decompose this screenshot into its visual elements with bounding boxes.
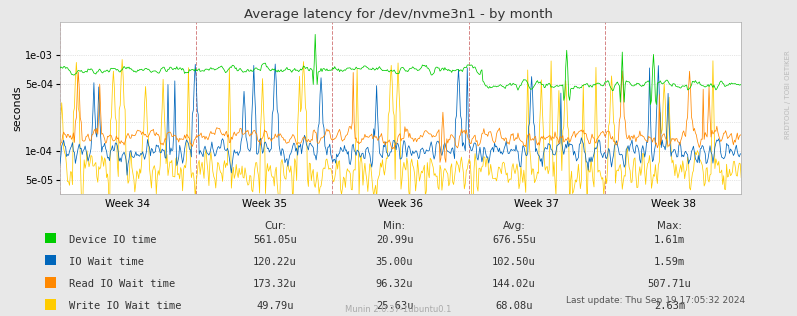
Text: 25.63u: 25.63u <box>375 301 414 311</box>
Text: Write IO Wait time: Write IO Wait time <box>69 301 182 311</box>
Text: 561.05u: 561.05u <box>253 234 296 245</box>
Text: 102.50u: 102.50u <box>493 257 536 267</box>
Y-axis label: seconds: seconds <box>12 86 22 131</box>
Text: 49.79u: 49.79u <box>256 301 294 311</box>
Text: Max:: Max: <box>657 221 682 231</box>
Text: 96.32u: 96.32u <box>375 279 414 289</box>
Text: 1.59m: 1.59m <box>654 257 685 267</box>
Text: Average latency for /dev/nvme3n1 - by month: Average latency for /dev/nvme3n1 - by mo… <box>244 8 553 21</box>
Text: 676.55u: 676.55u <box>493 234 536 245</box>
Text: IO Wait time: IO Wait time <box>69 257 144 267</box>
Text: Avg:: Avg: <box>503 221 525 231</box>
Text: 1.61m: 1.61m <box>654 234 685 245</box>
Text: 173.32u: 173.32u <box>253 279 296 289</box>
Text: Device IO time: Device IO time <box>69 234 157 245</box>
Text: Cur:: Cur: <box>264 221 286 231</box>
Text: Last update: Thu Sep 19 17:05:32 2024: Last update: Thu Sep 19 17:05:32 2024 <box>566 296 745 305</box>
Text: Min:: Min: <box>383 221 406 231</box>
Text: 2.63m: 2.63m <box>654 301 685 311</box>
Text: 144.02u: 144.02u <box>493 279 536 289</box>
Text: 35.00u: 35.00u <box>375 257 414 267</box>
Text: 507.71u: 507.71u <box>648 279 691 289</box>
Text: RRDTOOL / TOBI OETIKER: RRDTOOL / TOBI OETIKER <box>784 51 791 139</box>
Text: Munin 2.0.37-1ubuntu0.1: Munin 2.0.37-1ubuntu0.1 <box>345 306 452 314</box>
Text: Read IO Wait time: Read IO Wait time <box>69 279 175 289</box>
Text: 120.22u: 120.22u <box>253 257 296 267</box>
Text: 68.08u: 68.08u <box>495 301 533 311</box>
Text: 20.99u: 20.99u <box>375 234 414 245</box>
